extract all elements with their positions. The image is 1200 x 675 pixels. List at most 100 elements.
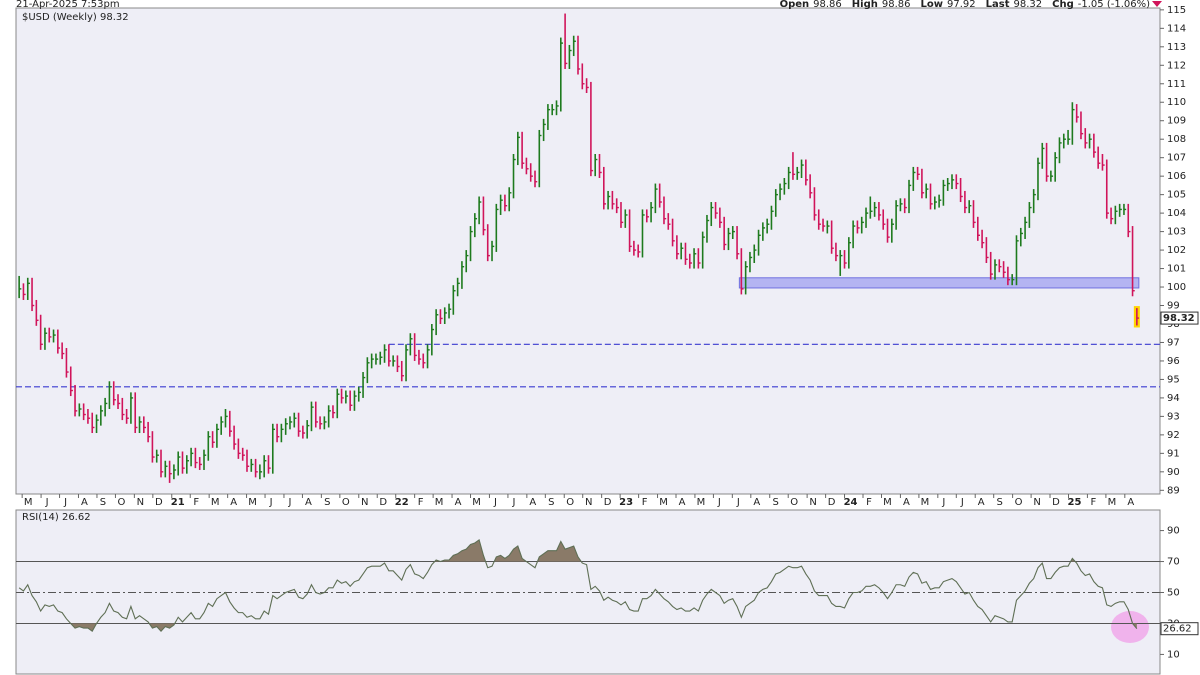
quote-value: -1.05 (-1.06%)	[1078, 0, 1150, 10]
rsi-y-tick-label: 50	[1167, 588, 1180, 599]
y-tick-label: 91	[1167, 448, 1180, 459]
y-tick-label: 104	[1167, 208, 1186, 219]
x-tick-label: J	[287, 497, 291, 508]
x-tick-label: M	[659, 497, 668, 508]
down-arrow	[1152, 1, 1162, 7]
x-tick-label: J	[63, 497, 67, 508]
y-tick-label: 105	[1167, 190, 1186, 201]
x-tick-label: O	[1015, 497, 1023, 508]
y-tick-label: 96	[1167, 356, 1180, 367]
quote-label: Last	[986, 0, 1010, 10]
x-tick-label: J	[717, 497, 721, 508]
x-tick-label: M	[211, 497, 220, 508]
x-tick-label: F	[418, 497, 424, 508]
y-tick-label: 97	[1167, 337, 1180, 348]
y-tick-label: 111	[1167, 79, 1186, 90]
x-tick-label: J	[45, 497, 49, 508]
x-tick-label: J	[269, 497, 273, 508]
highlight-circle	[1111, 611, 1149, 643]
x-tick-label: 24	[844, 497, 858, 508]
x-tick-label: F	[193, 497, 199, 508]
quote: Open 98.86 High 98.86 Low 97.92 Last 98.32 Chg -1…	[780, 0, 1151, 10]
x-tick-label: A	[529, 497, 536, 508]
x-tick-label: M	[883, 497, 892, 508]
x-tick-label: M	[24, 497, 33, 508]
x-tick-label: S	[100, 497, 106, 508]
y-tick-label: 101	[1167, 264, 1186, 275]
rsi-line	[18, 538, 1138, 633]
y-tick-label: 113	[1167, 42, 1186, 53]
x-tick-label: O	[790, 497, 798, 508]
x-tick-label: S	[324, 497, 330, 508]
x-tick-label: 25	[1068, 497, 1082, 508]
x-tick-label: N	[809, 497, 816, 508]
x-tick-label: M	[435, 497, 444, 508]
quote-value: 98.32	[1014, 0, 1043, 10]
x-tick-label: J	[493, 497, 497, 508]
y-tick-label: 110	[1167, 97, 1186, 108]
y-tick-label: 94	[1167, 393, 1180, 404]
quote-value: 97.92	[947, 0, 976, 10]
quote-label: Open	[780, 0, 810, 10]
x-tick-label: J	[736, 497, 740, 508]
x-tick-label: A	[903, 497, 910, 508]
y-tick-label: 100	[1167, 282, 1186, 293]
x-tick-label: D	[1052, 497, 1060, 508]
y-tick-label: 102	[1167, 245, 1186, 256]
x-tick-label: S	[548, 497, 554, 508]
x-tick-label: O	[566, 497, 574, 508]
x-tick-label: M	[921, 497, 930, 508]
y-tick-label: 109	[1167, 116, 1186, 127]
y-tick-label: 114	[1167, 23, 1186, 34]
x-tick-label: D	[604, 497, 612, 508]
y-tick-label: 107	[1167, 153, 1186, 164]
y-tick-label: 112	[1167, 60, 1186, 71]
x-tick-label: A	[679, 497, 686, 508]
x-tick-label: D	[155, 497, 163, 508]
x-tick-label: A	[230, 497, 237, 508]
quote-value: 98.86	[813, 0, 842, 10]
x-tick-label: J	[941, 497, 945, 508]
x-tick-label: A	[1127, 497, 1134, 508]
x-tick-label: A	[753, 497, 760, 508]
rsi-last-box	[1160, 622, 1199, 636]
quote-value: 98.86	[882, 0, 911, 10]
y-tick-label: 92	[1167, 430, 1180, 441]
support-zone	[738, 277, 1140, 289]
x-tick-label: M	[248, 497, 257, 508]
x-tick-label: F	[866, 497, 872, 508]
x-tick-label: J	[511, 497, 515, 508]
x-tick-label: O	[342, 497, 350, 508]
rsi-y-tick-label: 10	[1167, 649, 1180, 660]
x-tick-label: F	[1091, 497, 1097, 508]
x-tick-label: S	[997, 497, 1003, 508]
quote-label: Low	[921, 0, 943, 10]
legend: $USD (Weekly) 98.32	[22, 12, 129, 23]
x-tick-label: N	[137, 497, 144, 508]
x-tick-label: J	[960, 497, 964, 508]
price-panel	[15, 7, 1161, 495]
x-tick-label: F	[642, 497, 648, 508]
x-tick-label: N	[361, 497, 368, 508]
x-tick-label: N	[585, 497, 592, 508]
header-date: 21-Apr-2025 7:53pm	[16, 0, 120, 10]
x-tick-label: D	[379, 497, 387, 508]
x-tick-label: M	[1108, 497, 1117, 508]
y-tick-label: 89	[1167, 485, 1180, 496]
x-tick-label: M	[472, 497, 481, 508]
last-price-label: 98.32	[1163, 313, 1195, 324]
x-tick-label: A	[305, 497, 312, 508]
x-tick-label: S	[773, 497, 779, 508]
quote-label: Chg	[1052, 0, 1074, 10]
quote-label: High	[852, 0, 878, 10]
y-tick-label: 90	[1167, 467, 1180, 478]
x-tick-label: 23	[619, 497, 633, 508]
x-tick-label: A	[81, 497, 88, 508]
x-tick-label: D	[828, 497, 836, 508]
rsi-y-tick-label: 70	[1167, 557, 1180, 568]
rsi-last-label: 26.62	[1163, 624, 1192, 635]
x-tick-label: 21	[171, 497, 185, 508]
x-tick-label: N	[1033, 497, 1040, 508]
y-tick-label: 106	[1167, 171, 1186, 182]
